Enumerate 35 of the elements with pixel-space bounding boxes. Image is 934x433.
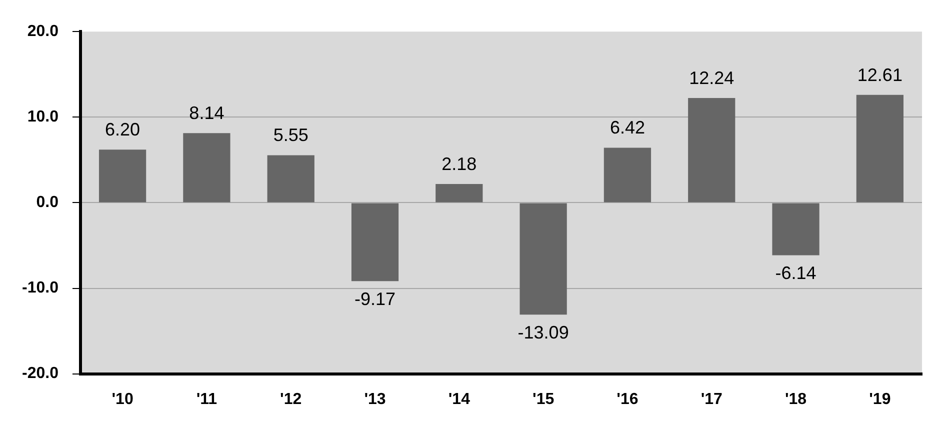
bar — [267, 155, 314, 202]
data-label: 5.55 — [273, 125, 308, 146]
bar — [436, 184, 483, 202]
bar — [604, 148, 652, 202]
data-label: -9.17 — [354, 289, 396, 310]
bar — [856, 94, 904, 202]
data-label: -6.14 — [775, 263, 816, 284]
y-tick-label: 0.0 — [36, 194, 59, 212]
x-tick-label: '19 — [869, 390, 891, 408]
data-label: 6.20 — [105, 120, 140, 140]
data-label: 6.42 — [610, 118, 645, 138]
y-tick-label: 20.0 — [27, 23, 59, 40]
data-label: 8.14 — [189, 103, 224, 124]
x-tick-label: '16 — [616, 390, 638, 408]
x-tick-label: '12 — [280, 390, 302, 408]
x-tick-label: '18 — [784, 390, 807, 408]
data-label: 12.61 — [857, 64, 902, 85]
data-label: -13.09 — [518, 322, 569, 343]
bar — [183, 133, 230, 202]
bar — [772, 203, 820, 256]
bar — [688, 98, 736, 202]
x-tick-label: '14 — [448, 390, 470, 408]
data-label: 12.24 — [689, 68, 734, 88]
bar — [520, 203, 567, 315]
x-tick-label: '11 — [196, 390, 218, 408]
x-tick-label: '17 — [700, 390, 723, 408]
x-tick-label: '13 — [364, 390, 386, 408]
y-tick-label: -10.0 — [22, 280, 59, 297]
bar — [351, 203, 399, 282]
y-tick-label: 10.0 — [27, 108, 59, 126]
x-tick-label: '10 — [112, 390, 134, 408]
bar — [98, 150, 146, 202]
y-tick-label: -20.0 — [22, 365, 59, 382]
data-label: 2.18 — [442, 154, 477, 174]
x-tick-label: '15 — [532, 390, 554, 408]
